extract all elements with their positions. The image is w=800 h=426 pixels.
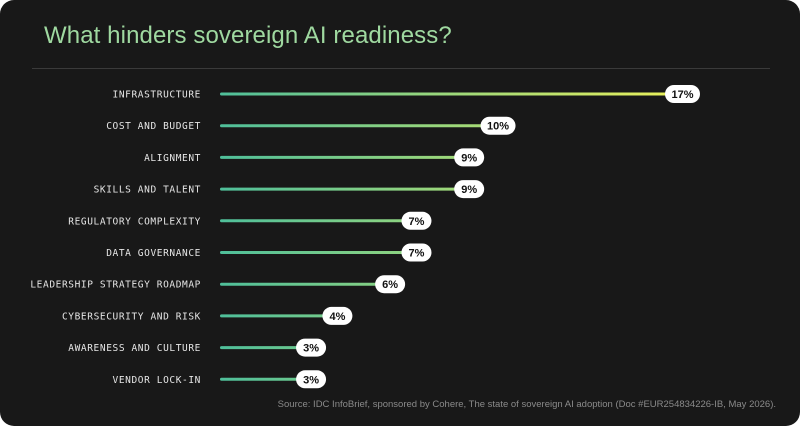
category-label: CYBERSECURITY AND RISK xyxy=(62,311,201,322)
value-label: 9% xyxy=(461,184,477,196)
bar xyxy=(220,346,300,350)
value-label: 4% xyxy=(329,311,345,323)
bar xyxy=(220,251,405,254)
bar-row-leadership-strategy-roadmap: LEADERSHIP STRATEGY ROADMAP 6% xyxy=(30,275,406,294)
bar xyxy=(220,155,458,159)
value-pill xyxy=(454,180,485,199)
category-label: VENDOR LOCK-IN xyxy=(113,375,201,386)
bar-row-awareness-and-culture: AWARENESS AND CULTURE 3% xyxy=(68,338,327,357)
value-pill xyxy=(296,370,327,389)
chart-title: What hinders sovereign AI readiness? xyxy=(44,22,452,49)
value-pill xyxy=(375,275,406,294)
value-label: 7% xyxy=(409,216,425,228)
value-label: 3% xyxy=(303,343,319,355)
bar-row-data-governance: DATA GOVERNANCE 7% xyxy=(106,243,432,262)
category-label: REGULATORY COMPLEXITY xyxy=(68,216,201,227)
title-divider xyxy=(32,68,770,69)
category-label: LEADERSHIP STRATEGY ROADMAP xyxy=(30,280,201,291)
category-label: INFRASTRUCTURE xyxy=(113,90,201,101)
source-note: Source: IDC InfoBrief, sponsored by Cohe… xyxy=(277,399,776,410)
bar xyxy=(220,314,326,318)
bar-row-vendor-lock-in: VENDOR LOCK-IN 3% xyxy=(113,370,327,389)
value-pill xyxy=(322,306,353,325)
value-pill xyxy=(665,85,700,103)
category-label: COST AND BUDGET xyxy=(106,121,201,132)
bar xyxy=(220,187,458,191)
value-pill xyxy=(296,338,327,357)
bar-row-alignment: ALIGNMENT 9% xyxy=(144,148,485,167)
value-pill xyxy=(401,211,432,230)
value-label: 3% xyxy=(303,374,319,386)
bar-row-infrastructure: INFRASTRUCTURE 17% xyxy=(113,85,700,103)
value-pill xyxy=(480,116,516,135)
bar xyxy=(220,92,668,96)
value-label: 9% xyxy=(461,152,477,164)
bar xyxy=(220,219,405,223)
value-label: 10% xyxy=(487,121,509,133)
category-label: ALIGNMENT xyxy=(144,153,201,164)
category-label: SKILLS AND TALENT xyxy=(94,185,201,196)
bar xyxy=(220,124,484,128)
value-pill xyxy=(401,243,432,262)
value-label: 6% xyxy=(382,279,398,291)
bar xyxy=(220,377,300,381)
bar-row-cost-and-budget: COST AND BUDGET 10% xyxy=(106,116,516,135)
value-label: 7% xyxy=(409,248,425,260)
bar-row-regulatory-complexity: REGULATORY COMPLEXITY 7% xyxy=(68,211,432,230)
value-pill xyxy=(454,148,485,167)
bar-row-skills-and-talent: SKILLS AND TALENT 9% xyxy=(94,180,485,199)
category-label: AWARENESS AND CULTURE xyxy=(68,343,201,354)
bar xyxy=(220,282,379,286)
bars-group: INFRASTRUCTURE 17% COST AND BUDGET 10% ALIGN… xyxy=(30,85,700,389)
value-label: 17% xyxy=(671,89,693,101)
category-label: DATA GOVERNANCE xyxy=(106,248,201,259)
bar-row-cybersecurity-and-risk: CYBERSECURITY AND RISK 4% xyxy=(62,306,353,325)
